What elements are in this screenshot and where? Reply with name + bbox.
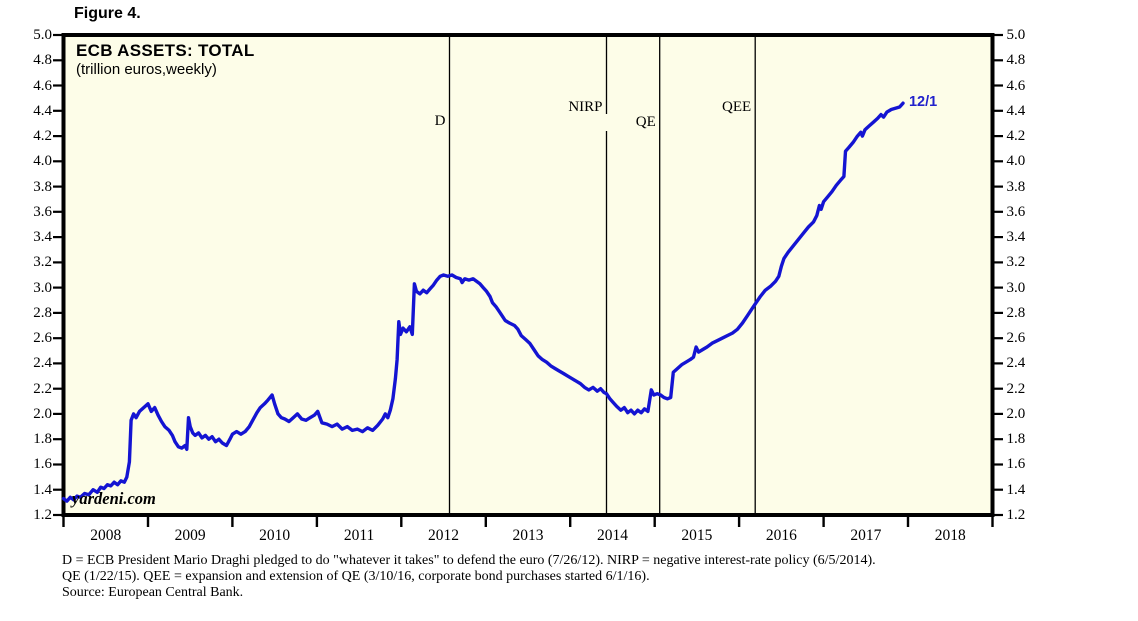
y-axis-label-left: 3.2 xyxy=(33,254,52,271)
footnote-line-1: D = ECB President Mario Draghi pledged t… xyxy=(62,553,876,568)
y-axis-label-right: 4.8 xyxy=(1006,52,1026,69)
y-axis-label-right: 3.2 xyxy=(1006,254,1026,271)
y-axis-label-left: 2.8 xyxy=(33,304,52,321)
x-axis-year-label: 2015 xyxy=(681,527,713,544)
x-axis-year-label: 2012 xyxy=(428,527,460,544)
x-axis-year-label: 2018 xyxy=(934,527,966,544)
event-label-NIRP: NIRP xyxy=(522,99,603,116)
y-axis-label-left: 3.0 xyxy=(33,279,52,296)
y-axis-label-right: 2.8 xyxy=(1006,304,1026,321)
y-axis-label-left: 2.2 xyxy=(33,380,52,397)
y-axis-label-left: 2.6 xyxy=(33,330,52,347)
y-axis-label-left: 4.0 xyxy=(33,153,52,170)
chart-subtitle: (trillion euros,weekly) xyxy=(76,61,217,78)
y-axis-label-left: 1.8 xyxy=(33,431,52,448)
event-label-QE: QE xyxy=(575,114,656,131)
x-axis-year-label: 2011 xyxy=(343,527,375,544)
y-axis-label-left: 4.8 xyxy=(33,52,52,69)
x-axis-year-label: 2013 xyxy=(512,527,544,544)
x-axis-year-label: 2017 xyxy=(850,527,882,544)
y-axis-label-left: 3.4 xyxy=(33,229,52,246)
x-axis-year-label: 2014 xyxy=(596,527,628,544)
y-axis-label-right: 2.2 xyxy=(1006,380,1026,397)
footnote-line-2: QE (1/22/15). QEE = expansion and extens… xyxy=(62,568,650,584)
watermark-yardeni: yardeni.com xyxy=(72,489,156,508)
y-axis-label-left: 4.2 xyxy=(33,128,52,145)
x-axis-year-label: 2010 xyxy=(259,527,291,544)
x-axis-year-label: 2008 xyxy=(90,527,122,544)
event-label-D: D xyxy=(365,113,446,130)
y-axis-label-left: 5.0 xyxy=(33,27,52,43)
chart-title: ECB ASSETS: TOTAL xyxy=(76,41,255,60)
y-axis-label-left: 4.6 xyxy=(33,77,52,94)
y-axis-label-left: 4.4 xyxy=(33,102,52,119)
plot-background xyxy=(61,33,995,517)
y-axis-label-right: 4.2 xyxy=(1006,128,1026,145)
y-axis-label-right: 2.4 xyxy=(1006,355,1026,372)
footnotes: D = ECB President Mario Draghi pledged t… xyxy=(62,553,876,600)
y-axis-label-right: 1.6 xyxy=(1006,456,1026,473)
y-axis-label-left: 1.2 xyxy=(33,507,52,523)
y-axis-label-right: 3.6 xyxy=(1006,203,1026,220)
figure-label: Figure 4. xyxy=(74,5,141,22)
y-axis-label-right: 4.4 xyxy=(1006,102,1026,119)
y-axis-label-left: 2.4 xyxy=(33,355,52,372)
y-axis-label-left: 1.6 xyxy=(33,456,52,473)
y-axis-label-right: 4.0 xyxy=(1006,153,1026,170)
y-axis-label-left: 2.0 xyxy=(33,405,52,422)
y-axis-label-right: 1.2 xyxy=(1006,507,1026,523)
y-axis-label-right: 3.8 xyxy=(1006,178,1026,195)
y-axis-label-right: 4.6 xyxy=(1006,77,1026,94)
y-axis-label-right: 1.8 xyxy=(1006,431,1026,448)
y-axis-label-right: 2.0 xyxy=(1006,405,1026,422)
y-axis-label-left: 1.4 xyxy=(33,481,52,498)
y-axis-label-right: 1.4 xyxy=(1006,481,1026,498)
y-axis-label-right: 3.0 xyxy=(1006,279,1026,296)
y-axis-label-left: 3.8 xyxy=(33,178,52,195)
event-label-QEE: QEE xyxy=(671,99,752,116)
y-axis-label-right: 5.0 xyxy=(1006,27,1026,43)
x-axis-year-label: 2016 xyxy=(765,527,797,544)
data-line xyxy=(61,101,905,503)
last-point-date-label: 12/1 xyxy=(908,94,938,111)
x-axis-year-label: 2009 xyxy=(174,527,206,544)
y-axis-label-left: 3.6 xyxy=(33,203,52,220)
y-axis-label-right: 2.6 xyxy=(1006,330,1026,347)
footnote-line-3: Source: European Central Bank. xyxy=(62,584,244,600)
y-axis-label-right: 3.4 xyxy=(1006,229,1026,246)
